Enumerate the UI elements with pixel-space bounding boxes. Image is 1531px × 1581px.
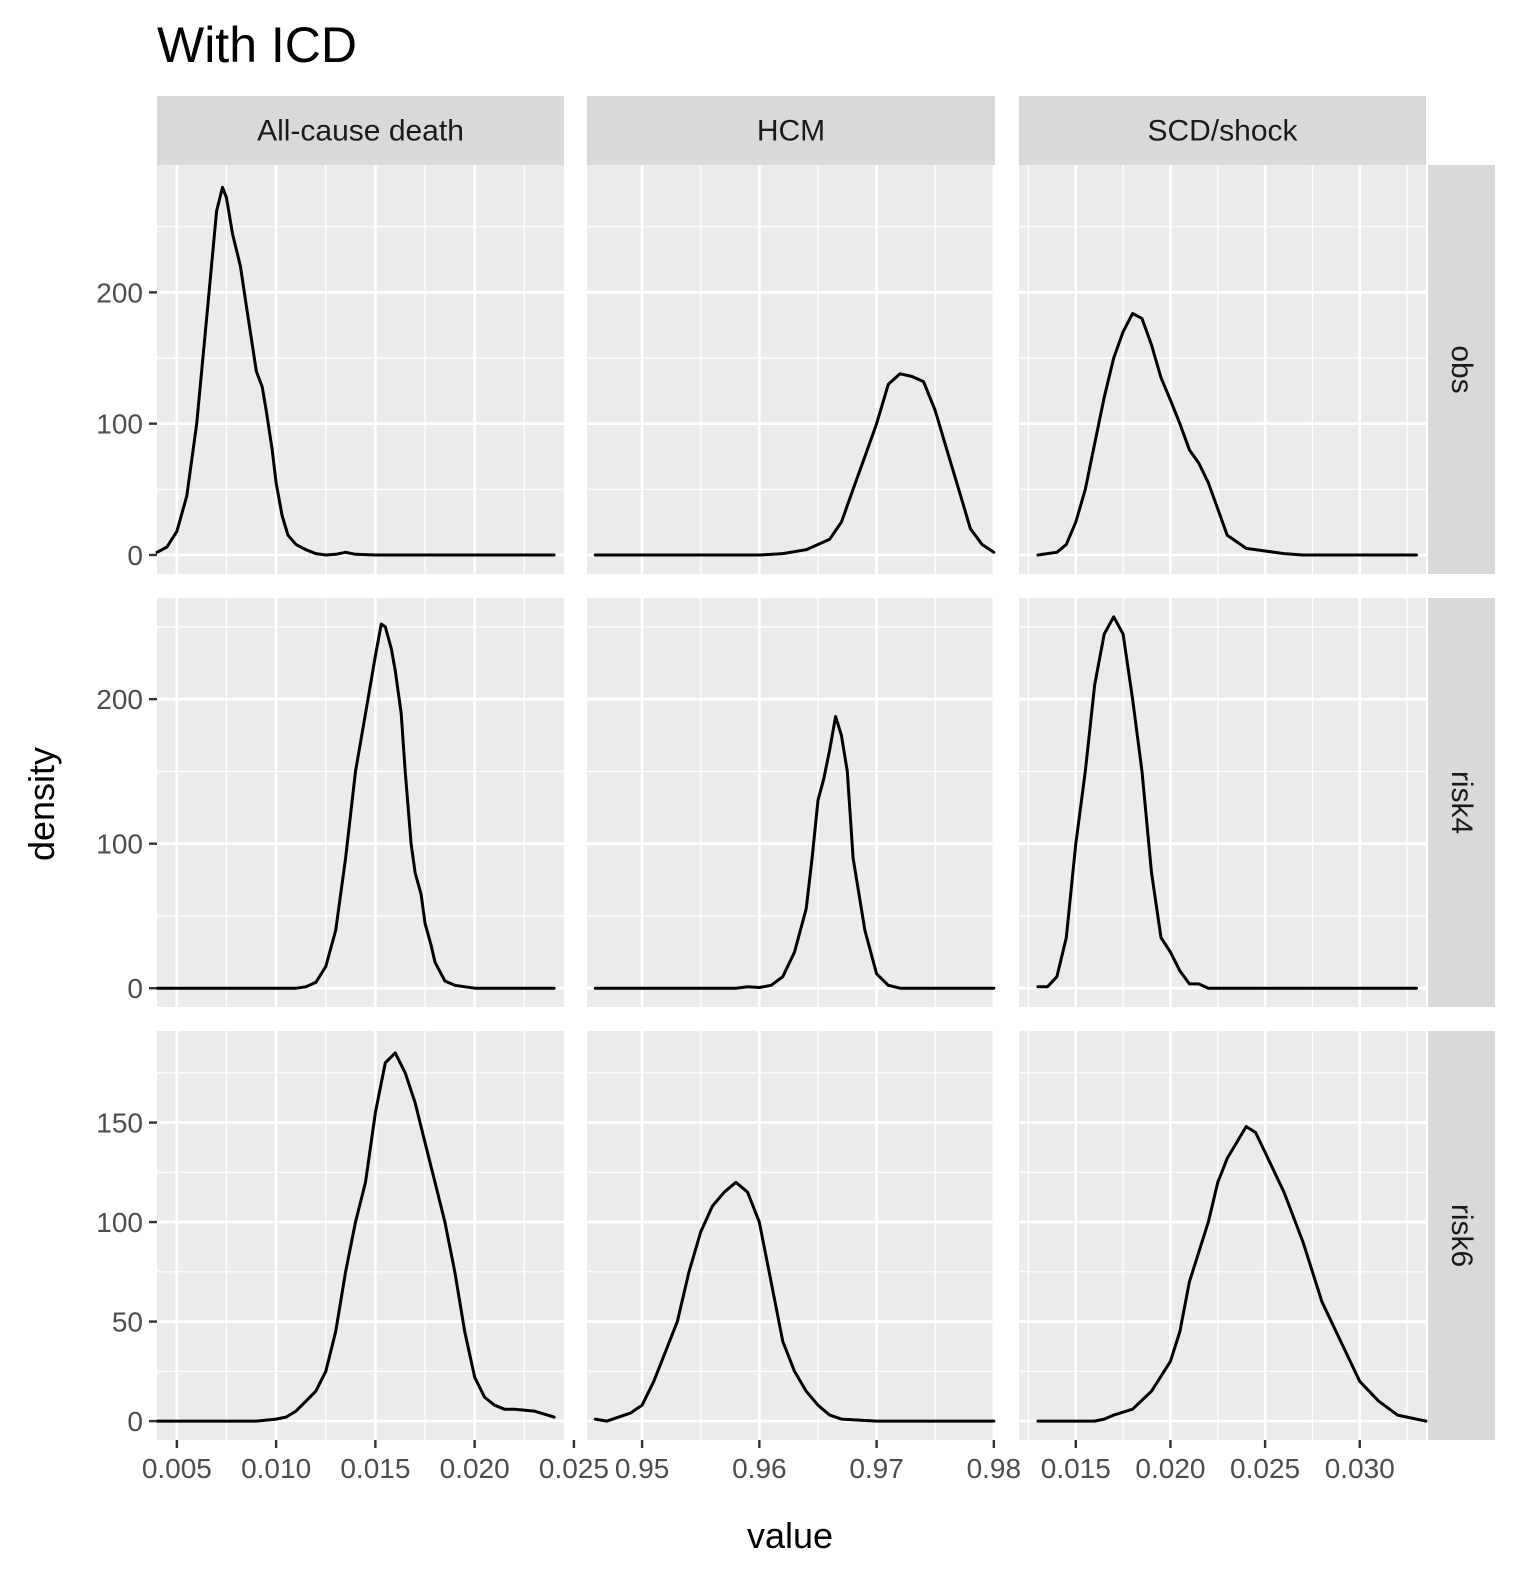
facet-strip-column-label: SCD/shock — [1147, 115, 1298, 148]
facet-panel — [587, 598, 996, 1007]
y-tick-label: 0 — [127, 1406, 143, 1437]
x-tick-label: 0.020 — [1135, 1453, 1205, 1484]
facet-strip-row — [1428, 165, 1495, 574]
density-line — [593, 1180, 996, 1423]
facet-panel — [155, 598, 564, 1007]
density-line — [593, 372, 996, 557]
panel-background — [1019, 598, 1426, 1007]
panel-background — [587, 165, 995, 574]
facet-strip-row-label: obs — [1445, 345, 1478, 393]
y-tick-label: 200 — [96, 684, 143, 715]
density-line — [1036, 311, 1418, 557]
chart-title: With ICD — [157, 17, 357, 73]
panel-background — [157, 598, 564, 1007]
density-line — [593, 715, 996, 990]
facet-panel — [587, 1031, 996, 1440]
y-tick-label: 0 — [127, 540, 143, 571]
panel-background — [1019, 1031, 1426, 1440]
facet-strip-column — [587, 96, 995, 165]
x-tick-label: 0.005 — [142, 1453, 212, 1484]
facet-panel — [1019, 165, 1426, 574]
y-tick-label: 50 — [112, 1307, 143, 1338]
y-tick-label: 100 — [96, 1207, 143, 1238]
facet-strip-row-label: risk6 — [1445, 1204, 1478, 1267]
x-tick-label: 0.020 — [440, 1453, 510, 1484]
facet-panel — [1019, 598, 1426, 1007]
facet-strip-column — [157, 96, 564, 165]
y-tick-label: 100 — [96, 829, 143, 860]
x-tick-label: 0.010 — [241, 1453, 311, 1484]
x-tick-label: 0.95 — [615, 1453, 670, 1484]
facet-strip-column-label: HCM — [757, 115, 825, 148]
density-line — [155, 622, 556, 990]
facet-grid: All-cause death HCM SCD/shock obs risk4 risk6… — [96, 96, 1495, 1484]
x-tick-label: 0.015 — [340, 1453, 410, 1484]
panel-background — [587, 598, 995, 1007]
facet-strip-row — [1428, 598, 1495, 1007]
facet-strip-column-label: All-cause death — [257, 115, 464, 148]
x-tick-label: 0.025 — [539, 1453, 609, 1484]
y-tick-label: 150 — [96, 1108, 143, 1139]
panel-background — [157, 1031, 564, 1440]
density-line — [1036, 615, 1418, 990]
x-tick-label: 0.030 — [1325, 1453, 1395, 1484]
y-tick-label: 0 — [127, 973, 143, 1004]
facet-strip-row-label: risk4 — [1445, 771, 1478, 834]
facet-strip-column — [1019, 96, 1426, 165]
x-tick-label: 0.015 — [1041, 1453, 1111, 1484]
x-tick-label: 0.97 — [849, 1453, 904, 1484]
facet-panel — [155, 1031, 564, 1440]
density-line — [155, 185, 556, 557]
panel-background — [157, 165, 564, 574]
facet-panel — [1019, 1031, 1428, 1440]
facet-strip-row — [1428, 1031, 1495, 1440]
x-tick-label: 0.98 — [967, 1453, 1022, 1484]
y-axis-label: density — [21, 747, 62, 861]
x-axis-label: value — [747, 1515, 833, 1556]
panel-background — [1019, 165, 1426, 574]
facet-panel — [587, 165, 996, 574]
x-tick-label: 0.025 — [1230, 1453, 1300, 1484]
y-tick-label: 200 — [96, 277, 143, 308]
y-tick-label: 100 — [96, 409, 143, 440]
x-tick-label: 0.96 — [732, 1453, 787, 1484]
panel-background — [587, 1031, 995, 1440]
facet-panel — [155, 165, 564, 574]
density-line — [155, 1051, 556, 1423]
density-line — [1036, 1125, 1428, 1423]
